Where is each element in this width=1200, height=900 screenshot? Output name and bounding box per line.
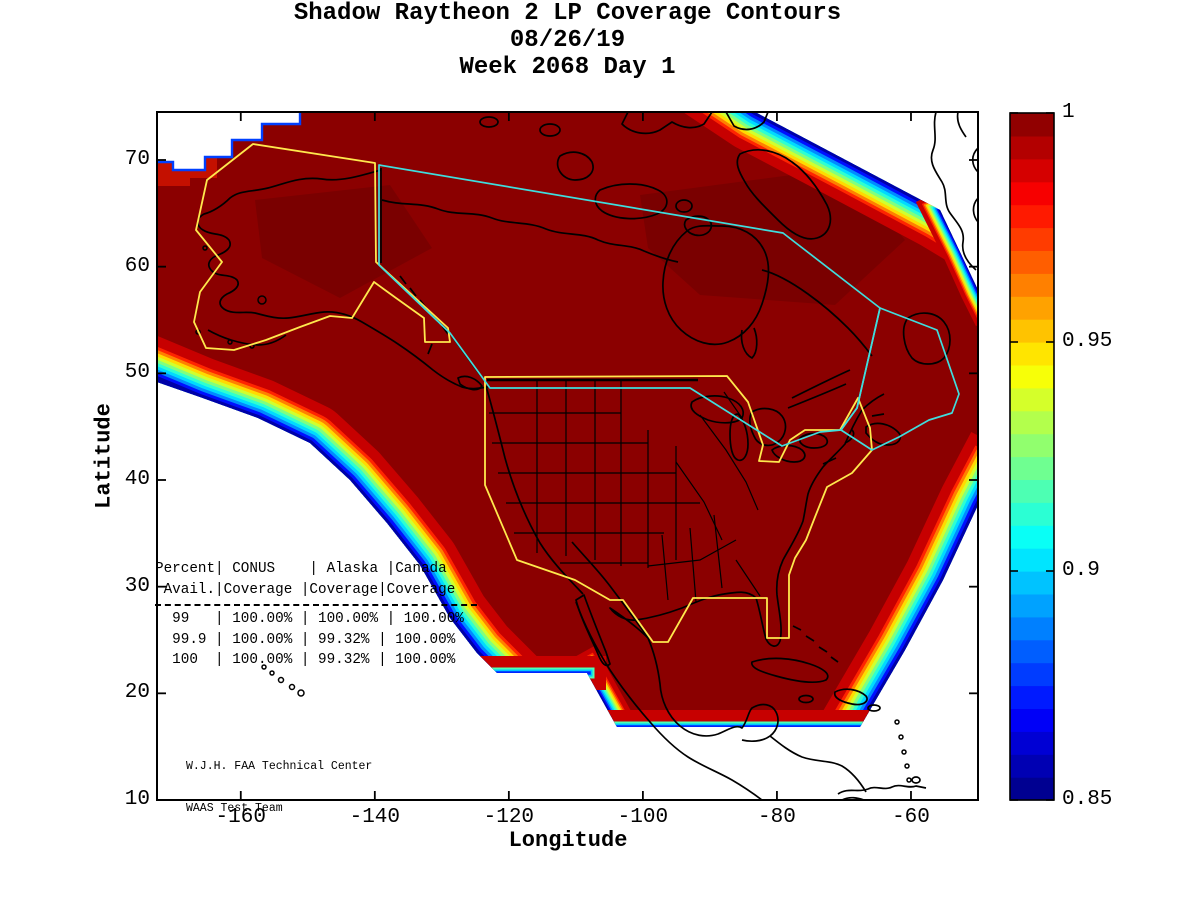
table-row: 100 | 100.00% | 99.32% | 100.00% <box>155 652 456 668</box>
colorbar-tick-label: 0.95 <box>1062 330 1113 353</box>
x-tick-label: -140 <box>349 806 401 829</box>
colorbar-tick-label: 0.9 <box>1062 559 1100 582</box>
x-tick-label: -100 <box>617 806 669 829</box>
credit-line-1: W.J.H. FAA Technical Center <box>186 760 373 773</box>
y-tick-label: 30 <box>124 574 150 598</box>
chart-title: Shadow Raytheon 2 LP Coverage Contours <box>293 0 842 27</box>
table-row: 99.9 | 100.00% | 99.32% | 100.00% <box>155 631 456 648</box>
credit-text: W.J.H. FAA Technical Center WAAS Test Te… <box>186 732 372 844</box>
table-row: 99 | 100.00% | 100.00% | 100.00% <box>155 611 464 627</box>
colorbar-tick-label: 1 <box>1062 101 1075 124</box>
table-header-line: Percent| CONUS | Alaska |Canada <box>155 561 447 577</box>
y-tick-label: 10 <box>124 788 150 811</box>
x-tick-label: -80 <box>758 806 796 829</box>
x-tick-label: -160 <box>215 806 266 829</box>
y-tick-label: 60 <box>124 254 150 278</box>
chart-week-day: Week 2068 Day 1 <box>459 54 676 81</box>
title-block: Shadow Raytheon 2 LP Coverage Contours 0… <box>157 0 978 81</box>
table-divider <box>155 604 477 606</box>
colorbar <box>1009 112 1055 801</box>
coverage-stats-table: Percent| CONUS | Alaska |Canada Avail.|C… <box>155 559 477 671</box>
x-tick-label: -60 <box>892 806 930 829</box>
chart-date: 08/26/19 <box>509 27 626 54</box>
credit-line-2: WAAS Test Team <box>186 802 283 815</box>
y-tick-label: 50 <box>124 361 150 385</box>
x-tick-label: -120 <box>483 806 535 829</box>
colorbar-tick-label: 0.85 <box>1062 788 1113 811</box>
table-header-line: Avail.|Coverage |Coverage|Coverage <box>155 581 456 598</box>
y-axis-label: Latitude <box>91 403 117 509</box>
y-tick-label: 40 <box>124 468 150 491</box>
x-axis-label: Longitude <box>508 828 628 853</box>
y-tick-label: 70 <box>124 148 150 171</box>
y-tick-label: 20 <box>124 681 150 705</box>
